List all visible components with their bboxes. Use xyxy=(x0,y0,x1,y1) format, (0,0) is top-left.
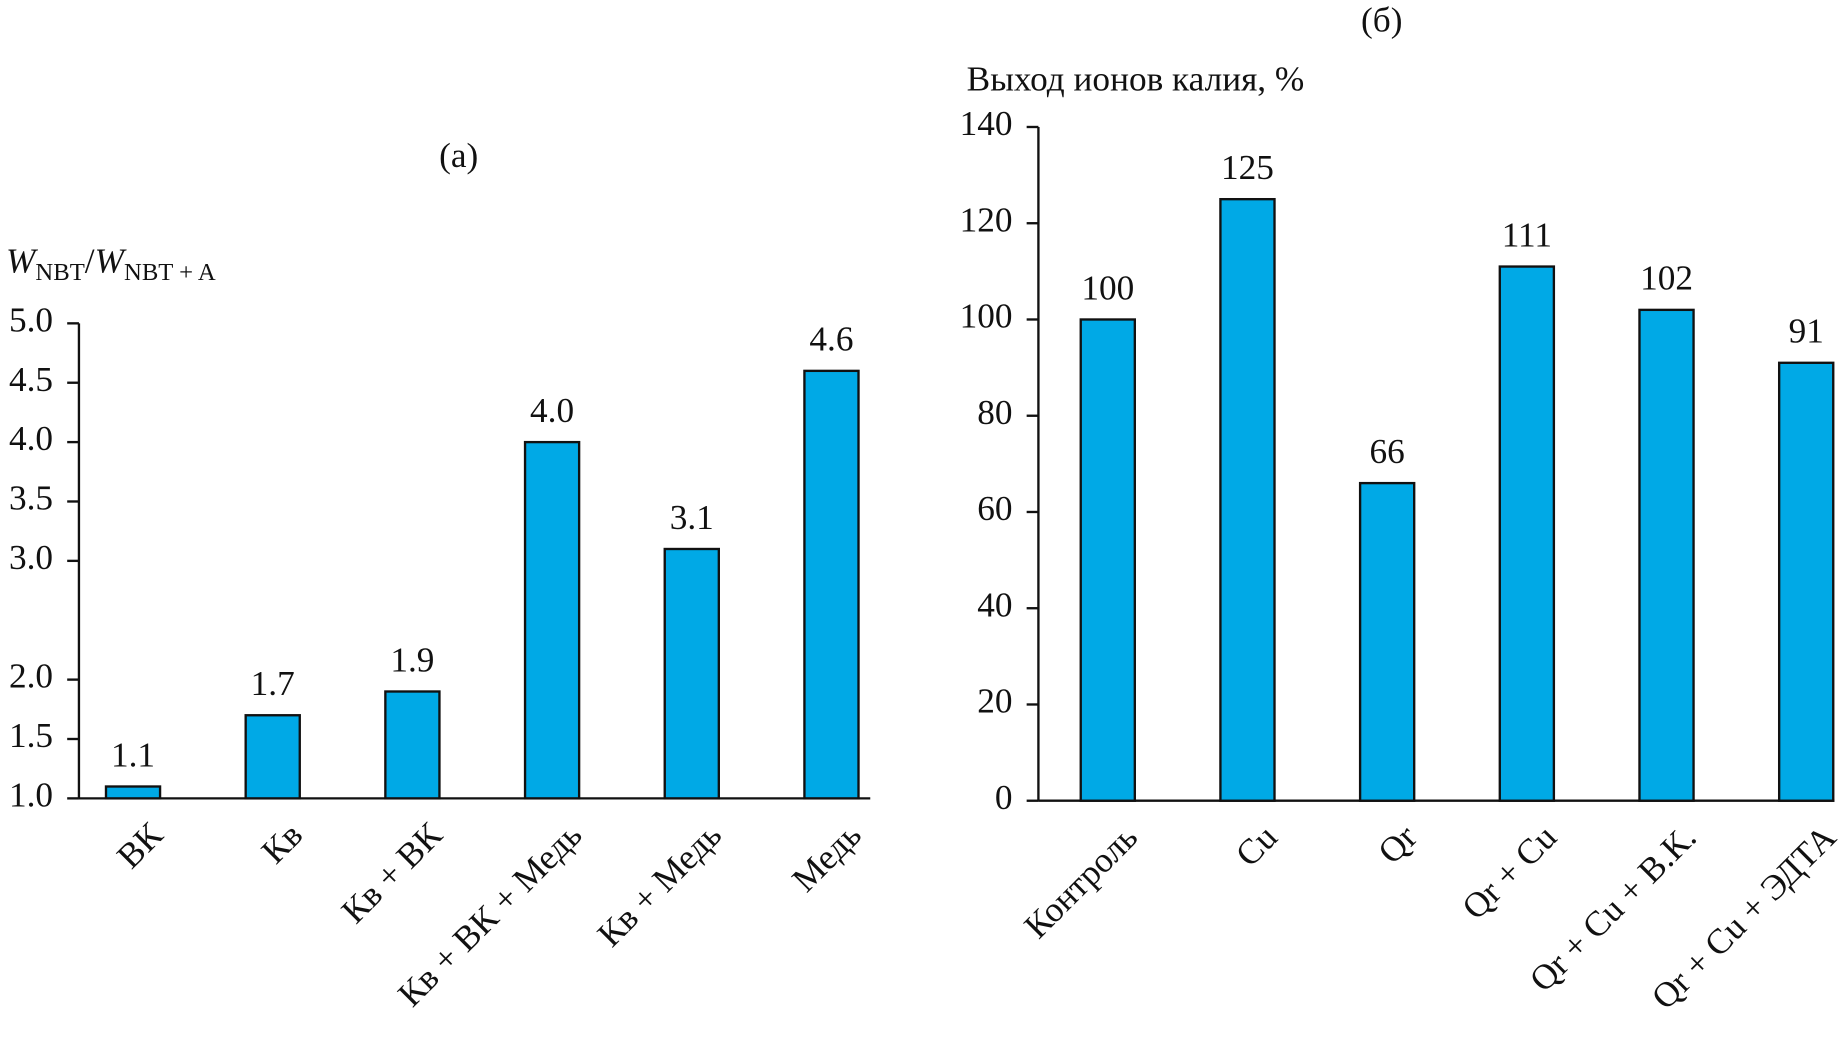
y-tick-label: 40 xyxy=(977,585,1012,624)
bar xyxy=(523,440,581,800)
y-axis-label-part: / xyxy=(85,242,95,281)
y-tick-label: 4.5 xyxy=(9,360,53,399)
value-label: 111 xyxy=(1502,215,1552,254)
x-tick-label: Qr + Cu xyxy=(1455,817,1565,927)
y-tick-label: 80 xyxy=(977,393,1012,432)
y-tick-label: 0 xyxy=(995,778,1013,817)
x-tick-label: Кв xyxy=(254,815,310,871)
y-tick-label: 1.5 xyxy=(9,716,53,755)
bar xyxy=(803,369,860,800)
value-label: 66 xyxy=(1370,432,1405,471)
bar xyxy=(1219,197,1276,802)
bar xyxy=(104,785,162,800)
value-label: 125 xyxy=(1221,148,1274,187)
y-tick-label: 20 xyxy=(977,682,1012,721)
y-axis-label-subscript: NBT xyxy=(35,259,84,286)
bar xyxy=(244,714,301,800)
y-tick-label: 3.5 xyxy=(9,479,53,518)
y-tick-label: 4.0 xyxy=(9,419,53,458)
y-axis-label-subscript: NBT + A xyxy=(124,259,216,286)
y-tick-label: 120 xyxy=(960,200,1013,239)
value-label: 100 xyxy=(1081,268,1134,307)
value-label: 4.0 xyxy=(530,391,574,430)
bar xyxy=(1777,361,1835,802)
y-axis-label-part: W xyxy=(95,242,128,281)
bar xyxy=(1358,481,1416,802)
value-label: 4.6 xyxy=(809,320,853,359)
value-label: 91 xyxy=(1789,312,1824,351)
bar xyxy=(1498,265,1556,802)
bar xyxy=(1638,308,1695,802)
y-tick-label: 5.0 xyxy=(9,300,53,339)
x-tick-label: Контроль xyxy=(1017,818,1145,946)
y-tick-label: 2.0 xyxy=(9,657,53,696)
y-tick-label: 3.0 xyxy=(9,538,53,577)
y-tick-label: 140 xyxy=(960,104,1013,143)
bar xyxy=(384,690,441,800)
value-label: 1.9 xyxy=(390,640,434,679)
x-tick-label: Медь xyxy=(785,815,869,899)
x-tick-label: Кв + ВК xyxy=(334,815,450,931)
y-tick-label: 100 xyxy=(960,297,1013,336)
value-label: 102 xyxy=(1640,259,1693,298)
value-label: 3.1 xyxy=(670,498,714,537)
y-tick-label: 60 xyxy=(977,489,1012,528)
x-tick-label: Cu xyxy=(1228,817,1285,874)
y-tick-label: 1.0 xyxy=(9,775,53,814)
y-axis-label-part: Выход ионов калия, % xyxy=(967,59,1305,98)
x-tick-label: ВК xyxy=(109,815,170,876)
value-label: 1.1 xyxy=(111,735,155,774)
chart-title: (б) xyxy=(1361,1,1402,40)
y-axis-label: Выход ионов калия, % xyxy=(967,59,1305,98)
bar xyxy=(663,547,720,800)
chart-title: (а) xyxy=(439,136,478,175)
bar xyxy=(1079,318,1136,802)
value-label: 1.7 xyxy=(251,664,295,703)
y-axis-label: WNBT/WNBT + A xyxy=(6,242,216,286)
x-tick-label: Кв + Медь xyxy=(590,815,729,954)
x-tick-label: Qr xyxy=(1371,817,1425,871)
y-axis-label-part: W xyxy=(6,242,39,281)
